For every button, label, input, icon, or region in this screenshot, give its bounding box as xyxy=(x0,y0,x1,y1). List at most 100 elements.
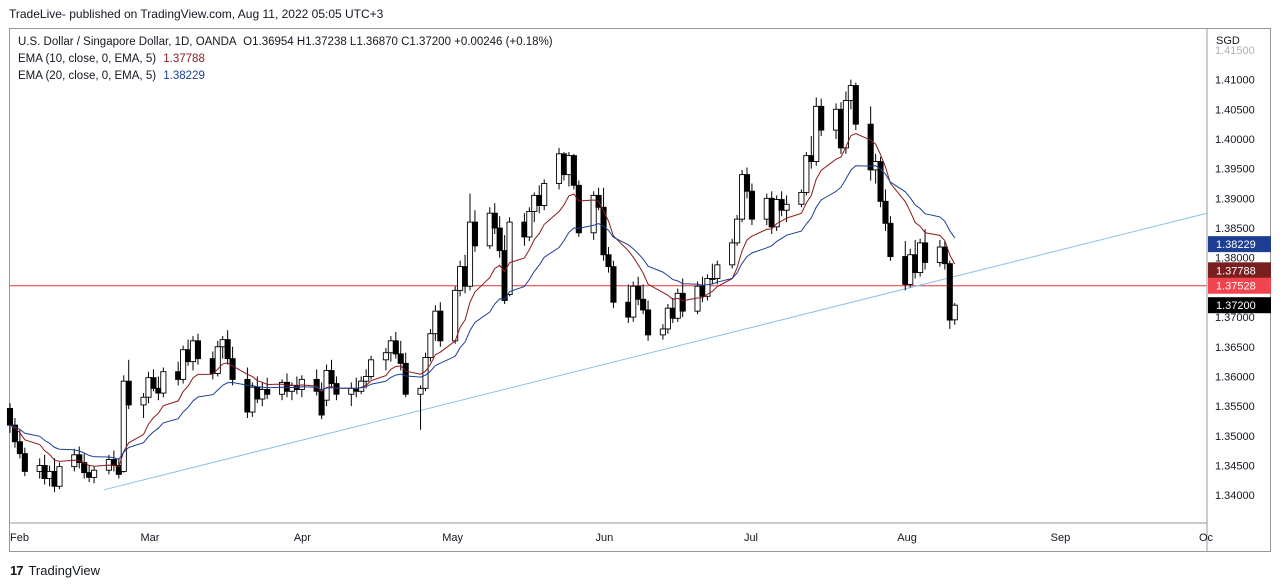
price-tick-label: 1.35500 xyxy=(1215,401,1255,413)
candle-body xyxy=(640,298,647,311)
price-tick-label: 1.34000 xyxy=(1215,490,1255,502)
candle-body xyxy=(180,349,187,380)
candle-body xyxy=(318,390,325,416)
candle-body xyxy=(462,266,469,287)
candle-body xyxy=(570,155,577,186)
candle-body xyxy=(244,378,251,413)
candle-body xyxy=(6,408,14,426)
candle-body xyxy=(333,383,340,395)
price-tick-label: 1.38500 xyxy=(1215,223,1255,235)
candle-body xyxy=(941,246,948,265)
price-tick-label: 1.39500 xyxy=(1215,164,1255,176)
candle-body xyxy=(437,310,444,342)
legend-symbol-row[interactable]: U.S. Dollar / Singapore Dollar, 1D, OAND… xyxy=(18,34,553,51)
price-tag-label: 1.37788 xyxy=(1216,265,1256,277)
price-tick-label: 1.34500 xyxy=(1215,460,1255,472)
candle-body xyxy=(397,353,404,364)
candle-body xyxy=(254,386,261,400)
chart-legend: U.S. Dollar / Singapore Dollar, 1D, OAND… xyxy=(18,34,553,85)
candle-body xyxy=(501,250,508,301)
price-tick-label: 1.40000 xyxy=(1215,134,1255,146)
candle-body xyxy=(348,387,355,395)
candle-body xyxy=(155,387,162,394)
candle-body xyxy=(76,454,83,463)
candle-body xyxy=(936,246,943,263)
candle-body xyxy=(734,218,741,244)
candle-body xyxy=(738,174,746,220)
candle-body xyxy=(917,242,924,274)
time-tick-label: Apr xyxy=(294,532,311,544)
candle-body xyxy=(590,194,597,234)
candle-body xyxy=(536,194,543,206)
candle-body xyxy=(506,221,513,295)
candle-body xyxy=(837,108,845,149)
candle-body xyxy=(907,254,914,285)
candle-body xyxy=(669,307,676,319)
candle-body xyxy=(625,301,632,318)
candle-body xyxy=(664,307,671,330)
candle-body xyxy=(392,340,399,355)
candle-body xyxy=(867,123,874,171)
candle-body xyxy=(264,389,271,395)
candle-body xyxy=(887,222,894,257)
candle-body xyxy=(486,212,493,247)
candle-body xyxy=(194,340,202,360)
candle-body xyxy=(150,377,157,389)
price-tags: 1.38229 1.37788 1.37528 1.37200 xyxy=(1208,236,1271,314)
ema20-line xyxy=(9,165,956,460)
candle-body xyxy=(224,339,231,360)
candle-body xyxy=(46,470,53,479)
candle-body xyxy=(328,370,335,385)
price-tick-label: 1.39000 xyxy=(1215,193,1255,205)
candle-body xyxy=(778,199,785,211)
legend-ema10-row[interactable]: EMA (10, close, 0, EMA, 5) 1.37788 xyxy=(18,51,553,68)
price-axis-unit: SGD xyxy=(1216,35,1240,47)
candle-body xyxy=(175,371,182,380)
time-tick-label: May xyxy=(442,532,463,544)
candle-body xyxy=(21,453,28,472)
candle-body xyxy=(36,465,43,472)
ema10-label: EMA (10, close, 0, EMA, 5) xyxy=(18,53,157,65)
candle-body xyxy=(882,200,889,224)
candle-body xyxy=(674,292,681,319)
candle-body xyxy=(219,339,226,348)
candle-body xyxy=(808,155,815,163)
publisher-bar: TradeLive- published on TradingView.com,… xyxy=(0,0,1280,28)
candle-body xyxy=(56,466,63,487)
candle-body xyxy=(363,375,370,382)
candle-body xyxy=(783,203,790,211)
price-tick-label: 1.40500 xyxy=(1215,104,1255,116)
candle-body xyxy=(877,161,884,202)
candle-body xyxy=(51,470,58,487)
price-tag-label: 1.37528 xyxy=(1216,281,1256,293)
footer-branding[interactable]: 17 TradingView xyxy=(10,560,100,580)
price-tag-ema20 xyxy=(1208,236,1271,253)
candle-body xyxy=(605,254,612,268)
time-tick-label: Jun xyxy=(596,532,614,544)
candle-body xyxy=(645,309,652,336)
candle-body xyxy=(229,358,236,380)
legend-ema20-row[interactable]: EMA (20, close, 0, EMA, 5) 1.38229 xyxy=(18,68,553,85)
candle-body xyxy=(709,278,716,280)
time-tick-label: Mar xyxy=(140,532,159,544)
time-axis[interactable]: Feb Mar Apr May Jun Jul Aug Sep Oc xyxy=(9,522,1214,544)
price-tick-label: 1.36000 xyxy=(1215,371,1255,383)
candle-body xyxy=(427,333,434,358)
price-tag-level xyxy=(1208,277,1271,294)
price-tick-label: 1.35000 xyxy=(1215,431,1255,443)
candle-body xyxy=(852,85,859,125)
trendline xyxy=(103,212,1208,491)
candle-body xyxy=(471,221,479,247)
candle-body xyxy=(457,266,464,291)
candle-body xyxy=(496,227,503,252)
candle-body xyxy=(704,278,711,297)
candle-body xyxy=(249,386,256,413)
candle-body xyxy=(125,380,132,406)
time-tick-label: Jul xyxy=(744,532,758,544)
candle-body xyxy=(714,264,721,279)
candle-body xyxy=(635,285,642,300)
candle-body xyxy=(951,304,958,321)
time-tick-label: Feb xyxy=(10,532,29,544)
